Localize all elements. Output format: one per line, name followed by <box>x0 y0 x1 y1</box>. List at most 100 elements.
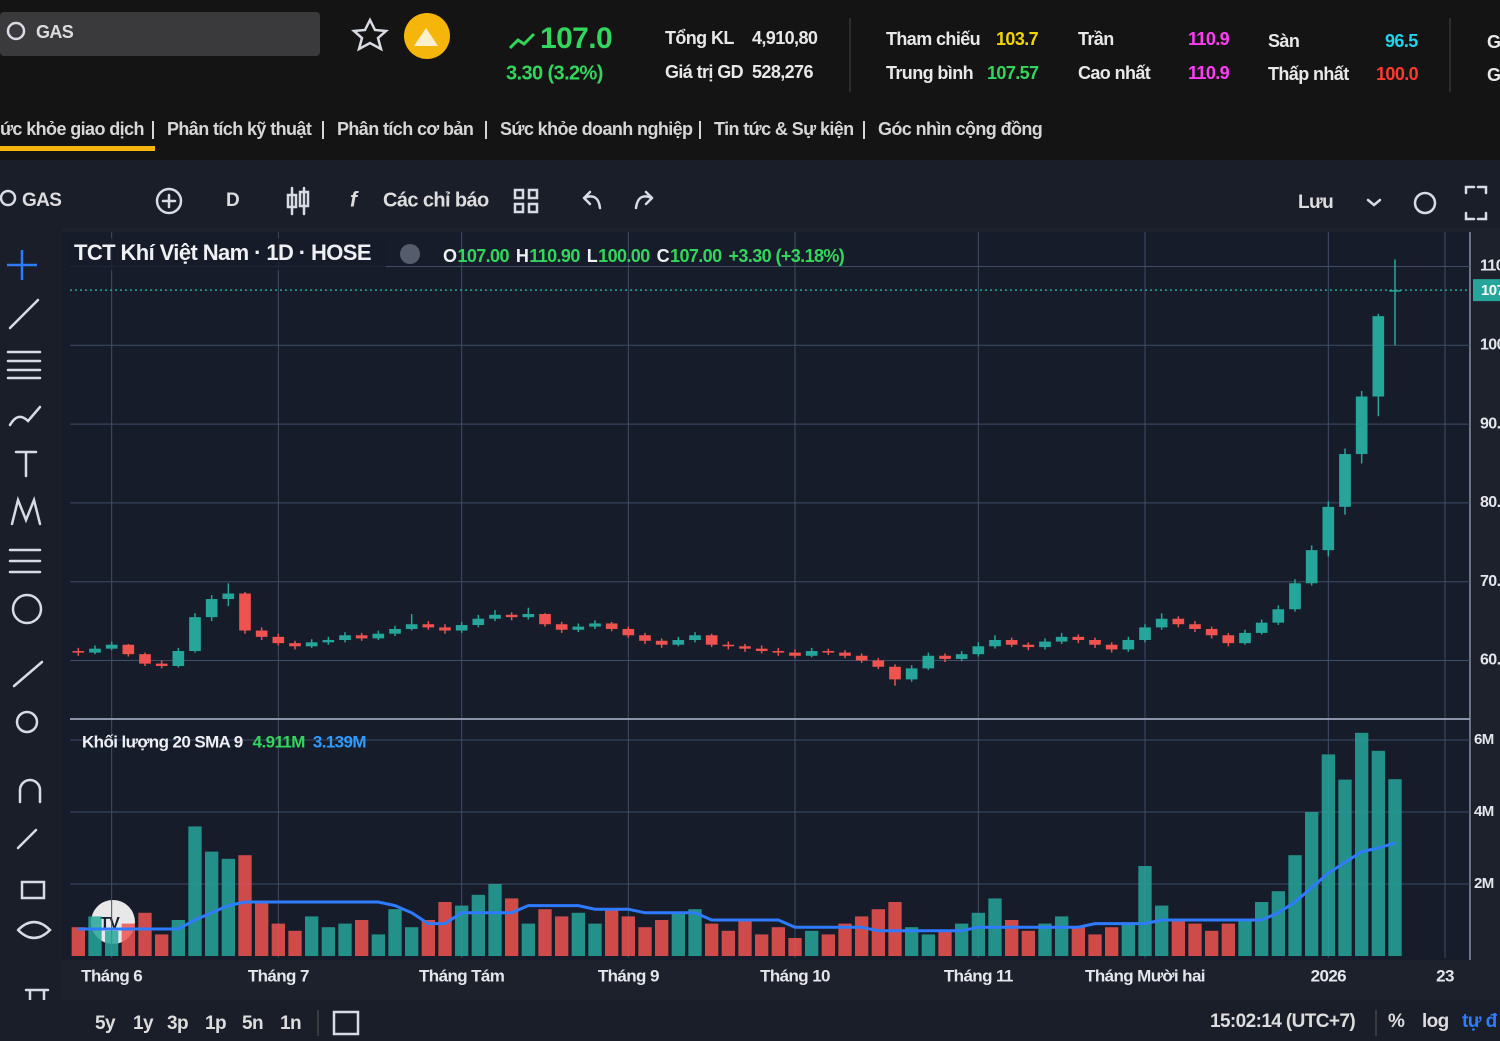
add-icon[interactable] <box>155 187 183 215</box>
line-tool[interactable] <box>8 298 40 330</box>
candle-body <box>1039 641 1051 648</box>
tab[interactable]: Phân tích cơ bản <box>337 119 474 139</box>
stat-label: Giá trị GD <box>665 62 744 82</box>
candle-body <box>1272 609 1285 623</box>
candle-body <box>355 635 368 639</box>
clock: 15:02:14 (UTC+7) <box>1210 1011 1355 1032</box>
tab[interactable]: Phân tích kỹ thuật <box>167 119 312 139</box>
volume-bar <box>971 912 985 956</box>
tab[interactable]: Góc nhìn cộng đồng <box>878 119 1043 139</box>
volume-bar <box>771 927 785 956</box>
candle-body <box>905 668 918 680</box>
stat-label: Trần <box>1078 29 1114 49</box>
logo-mark <box>414 28 438 46</box>
range-button[interactable]: 5y <box>95 1013 117 1034</box>
sma-line <box>78 841 1396 933</box>
tab[interactable]: Sức khỏe doanh nghiệp <box>500 119 694 139</box>
volume-bar <box>671 912 685 956</box>
percent-toggle[interactable]: % <box>1388 1011 1406 1032</box>
volume-bar <box>871 909 885 956</box>
plot-bg <box>62 232 1472 960</box>
candle-body <box>205 599 218 618</box>
candle-body <box>189 617 201 652</box>
volume-bar <box>188 826 202 956</box>
indicators[interactable]: Các chỉ báo <box>383 189 490 211</box>
fullscreen-icon[interactable] <box>1464 185 1488 221</box>
candle-body <box>272 636 285 644</box>
volume-bar <box>138 912 152 956</box>
dropdown-icon[interactable] <box>1366 198 1382 207</box>
range-button[interactable]: 1p <box>205 1013 227 1034</box>
chart-type-icon[interactable] <box>286 186 310 216</box>
volume-bar <box>471 894 485 956</box>
toolbar-symbol[interactable]: GAS <box>22 190 62 211</box>
range-button[interactable]: 1y <box>133 1013 155 1034</box>
y-tick-label: 60.00 <box>1480 652 1500 669</box>
crosshair-tool[interactable] <box>7 250 37 280</box>
magnet-tool[interactable] <box>18 778 42 804</box>
ruler-tool[interactable] <box>12 660 44 688</box>
redo-icon[interactable] <box>634 190 654 210</box>
undo-icon[interactable] <box>582 190 602 210</box>
text-tool[interactable] <box>14 450 38 478</box>
range-button[interactable]: 5n <box>242 1013 264 1034</box>
volume-bar <box>905 927 919 956</box>
stat-label: Trung bình <box>886 63 973 83</box>
volume-bar <box>938 930 952 956</box>
y-tick-label: 70.00 <box>1480 573 1500 590</box>
stat-label: Sàn <box>1268 31 1299 51</box>
volume-bar <box>588 923 602 956</box>
ohlc-label: H <box>516 246 528 266</box>
volume-bar <box>571 912 585 956</box>
log-toggle[interactable]: log <box>1422 1011 1449 1032</box>
candle-body <box>689 635 701 640</box>
visibility-tool[interactable] <box>16 920 52 940</box>
search-box[interactable] <box>0 12 320 56</box>
emoji-tool[interactable] <box>11 593 43 625</box>
stat-value: 100.0 <box>1376 64 1419 84</box>
candle-body <box>855 655 868 661</box>
save[interactable]: Lưu <box>1298 192 1334 213</box>
search-text[interactable]: GAS <box>36 22 74 42</box>
tab[interactable]: ức khỏe giao dịch <box>0 119 144 139</box>
ohlc-value: 107.00 <box>457 246 509 266</box>
lock-tool[interactable] <box>20 880 46 900</box>
candle-body <box>172 651 185 666</box>
legend-toggle[interactable] <box>400 244 420 264</box>
interval[interactable]: D <box>226 190 240 211</box>
y-tick-label: 110.00 <box>1480 258 1500 275</box>
auto-toggle[interactable]: tự đ <box>1462 1011 1498 1032</box>
add-icon-plus <box>161 193 177 209</box>
brush-tool[interactable] <box>8 405 42 427</box>
zoom-tool[interactable] <box>15 710 39 734</box>
y-tick-label: 100.00 <box>1480 337 1500 354</box>
settings-icon[interactable] <box>1413 191 1437 215</box>
range-button[interactable]: 1n <box>280 1013 302 1034</box>
price: 107.0 <box>540 22 612 55</box>
tab[interactable]: Tin tức & Sự kiện <box>714 119 854 139</box>
fib-tool[interactable] <box>6 350 42 380</box>
volume-bar <box>105 930 119 956</box>
pattern-tool[interactable] <box>10 495 42 526</box>
candle-body <box>1355 396 1368 455</box>
range-button[interactable]: 3p <box>167 1013 189 1034</box>
prediction-tool[interactable] <box>8 548 42 574</box>
volume-bar <box>155 934 169 956</box>
volume-bar <box>305 916 319 956</box>
ohlc-label: O <box>443 246 457 266</box>
star-icon[interactable] <box>350 17 390 52</box>
x-tick-label: Tháng 11 <box>944 966 1013 985</box>
lock-draw-tool[interactable] <box>16 828 38 850</box>
fx-icon[interactable]: f <box>350 189 360 212</box>
volume-bar <box>88 916 102 956</box>
date-range-icon[interactable] <box>332 1010 360 1036</box>
candle-body <box>639 635 651 641</box>
candle-body <box>239 593 251 631</box>
candle-body <box>1172 618 1185 625</box>
x-tick-label: Tháng 9 <box>598 966 659 985</box>
layout-icon[interactable] <box>513 188 539 214</box>
volume-bar <box>321 927 335 956</box>
candle-body <box>1255 622 1268 633</box>
volume-bar <box>738 920 752 956</box>
candle-body <box>972 646 985 655</box>
